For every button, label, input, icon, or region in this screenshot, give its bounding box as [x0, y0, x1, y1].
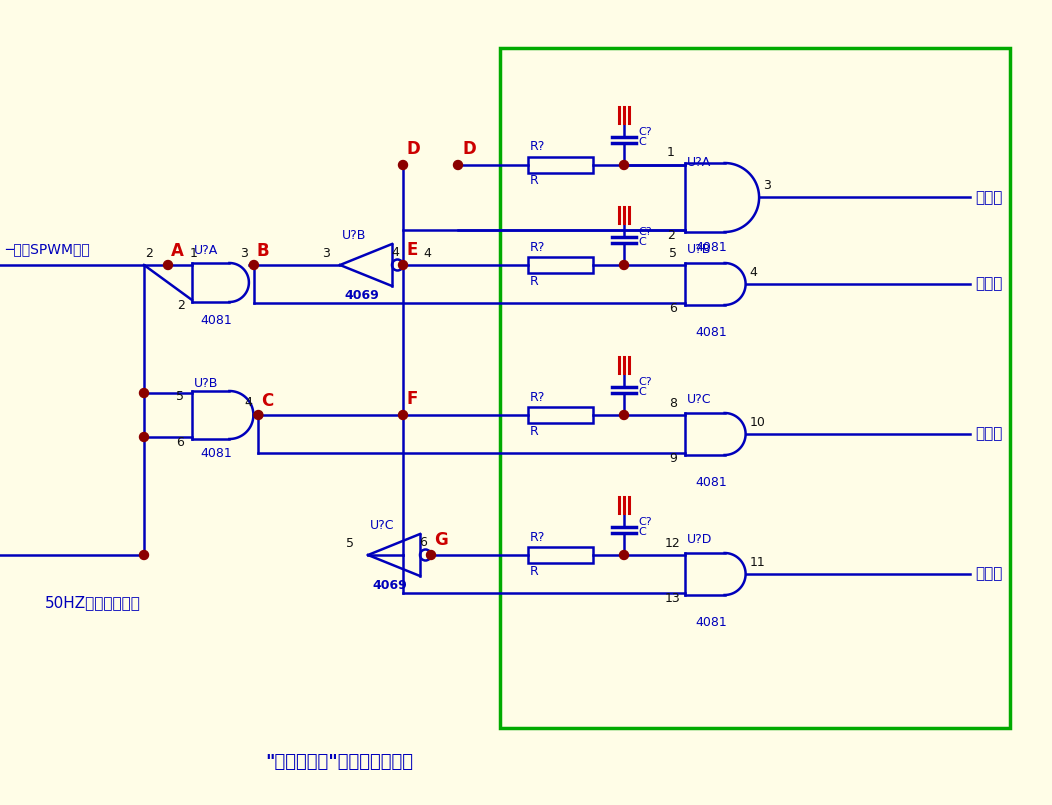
Text: R?: R? [530, 530, 545, 543]
Text: C?: C? [638, 227, 651, 237]
Circle shape [140, 551, 148, 559]
Text: U?A: U?A [194, 244, 218, 257]
Text: R?: R? [530, 141, 545, 154]
Text: 4081: 4081 [200, 447, 231, 460]
Text: 4069: 4069 [344, 288, 379, 302]
Text: A: A [171, 242, 184, 260]
Text: R: R [530, 275, 539, 287]
Text: 1: 1 [190, 246, 198, 259]
Text: 3: 3 [240, 246, 248, 259]
Text: U?A: U?A [687, 156, 711, 169]
Text: 13: 13 [665, 592, 681, 605]
Text: 1: 1 [667, 147, 675, 159]
Text: 4: 4 [750, 266, 757, 279]
Text: D: D [462, 140, 476, 158]
Text: 4081: 4081 [200, 314, 231, 327]
Text: R: R [530, 424, 539, 437]
Text: 6: 6 [669, 302, 676, 315]
Text: 4: 4 [244, 395, 252, 408]
Text: R?: R? [530, 390, 545, 403]
Text: 6: 6 [419, 535, 427, 548]
Bar [500, 48, 1010, 728]
Text: U?B: U?B [342, 229, 366, 242]
Text: U?C: U?C [687, 393, 711, 406]
Bar [528, 157, 593, 173]
Text: 4081: 4081 [695, 241, 727, 254]
Text: C: C [638, 387, 646, 397]
Text: 5: 5 [176, 390, 184, 402]
Text: 12: 12 [665, 536, 681, 550]
Text: U?B: U?B [687, 242, 711, 255]
Text: C?: C? [638, 127, 651, 137]
Text: C: C [638, 527, 646, 537]
Text: 4081: 4081 [695, 476, 727, 489]
Text: 2: 2 [667, 229, 675, 242]
Text: R: R [530, 564, 539, 577]
Text: 8: 8 [669, 397, 677, 410]
Circle shape [163, 261, 173, 270]
Text: 5: 5 [669, 246, 677, 259]
Circle shape [620, 160, 628, 170]
Text: 右下管: 右下管 [975, 567, 1003, 581]
Text: 6: 6 [176, 436, 184, 448]
Text: 左下管: 左下管 [975, 276, 1003, 291]
Text: 4: 4 [391, 246, 399, 258]
Text: 右上管: 右上管 [975, 427, 1003, 441]
Text: 2: 2 [177, 299, 185, 312]
Text: C?: C? [638, 517, 651, 527]
Text: 10: 10 [750, 415, 766, 428]
Text: U?D: U?D [687, 532, 712, 546]
Text: 3: 3 [763, 179, 771, 192]
Circle shape [620, 551, 628, 559]
Text: 3: 3 [322, 246, 330, 259]
Text: 2: 2 [145, 246, 153, 259]
Circle shape [140, 389, 148, 398]
Circle shape [399, 160, 407, 170]
Circle shape [254, 411, 263, 419]
Text: "高电平有效"时序与死区电路: "高电平有效"时序与死区电路 [265, 753, 413, 771]
Text: C: C [261, 392, 274, 410]
Text: R?: R? [530, 241, 545, 254]
Text: R: R [530, 175, 539, 188]
Text: B: B [257, 242, 269, 260]
Text: G: G [434, 531, 448, 549]
Text: 9: 9 [669, 452, 676, 464]
Circle shape [399, 411, 407, 419]
Text: U?B: U?B [194, 377, 219, 390]
Text: D: D [407, 140, 421, 158]
Text: F: F [407, 390, 419, 408]
Text: 4081: 4081 [695, 616, 727, 629]
Text: 4081: 4081 [695, 325, 727, 338]
Text: C?: C? [638, 377, 651, 387]
Text: 50HZ同步方波输入: 50HZ同步方波输入 [45, 596, 141, 610]
Text: 11: 11 [750, 555, 766, 568]
Text: 4: 4 [423, 246, 431, 259]
Bar [528, 407, 593, 423]
Text: ─正向SPWM输入: ─正向SPWM输入 [5, 242, 89, 256]
Text: 左上管: 左上管 [975, 190, 1003, 205]
Bar [528, 257, 593, 273]
Text: 4069: 4069 [372, 579, 407, 592]
Circle shape [140, 432, 148, 441]
Circle shape [620, 411, 628, 419]
Circle shape [453, 160, 463, 170]
Text: E: E [406, 241, 418, 259]
Circle shape [426, 551, 436, 559]
Text: C: C [638, 237, 646, 247]
Circle shape [249, 261, 259, 270]
Text: U?C: U?C [370, 518, 394, 531]
Circle shape [399, 261, 407, 270]
Bar [528, 547, 593, 563]
Circle shape [620, 261, 628, 270]
Text: C: C [638, 137, 646, 147]
Text: 5: 5 [346, 536, 355, 550]
